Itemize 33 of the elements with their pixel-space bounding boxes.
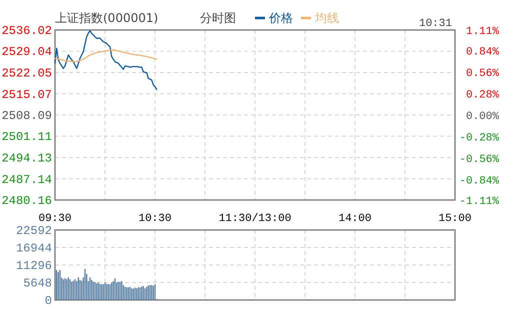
y2-tick-label: -0.84% [459, 175, 500, 188]
x-tick-label: 11:30/13:00 [218, 213, 292, 225]
y-tick-label: 11296 [16, 259, 52, 273]
y-tick-label: 22592 [16, 224, 52, 238]
x-tick-label: 15:00 [438, 213, 472, 225]
y2-tick-label: 0.56% [466, 68, 500, 80]
y-tick-label: 2536.02 [2, 24, 52, 38]
y-tick-label: 2515.07 [2, 88, 52, 102]
y-tick-label: 16944 [16, 242, 52, 256]
chart-title: 上证指数(000001) [55, 11, 158, 25]
x-tick-label: 09:30 [38, 213, 72, 225]
y-tick-label: 2522.05 [2, 66, 52, 81]
chart-subtitle: 分时图 [200, 11, 236, 25]
y2-tick-label: 0.84% [466, 46, 500, 59]
x-tick-label: 10:30 [138, 213, 172, 225]
y2-tick-label: -0.28% [459, 132, 500, 144]
x-tick-label: 14:00 [338, 213, 372, 225]
y-tick-label: 2501.11 [2, 130, 52, 144]
y2-tick-label: -0.56% [459, 154, 500, 166]
legend-label: 价格 [268, 11, 293, 25]
y2-tick-label: 0.28% [466, 90, 500, 102]
legend-label: 均线 [314, 11, 339, 25]
y2-tick-label: 1.11% [466, 26, 500, 38]
annotation: 10:31 [418, 18, 452, 30]
y-tick-label: 2529.04 [2, 45, 52, 60]
y-tick-label: 2494.13 [2, 151, 52, 166]
y-tick-label: 2487.14 [2, 172, 52, 187]
y-tick-label: 2508.09 [2, 109, 52, 123]
y-tick-label: 2480.16 [2, 194, 52, 208]
y-tick-label: 5648 [23, 276, 52, 290]
y-tick-label: 0 [44, 294, 52, 308]
y2-tick-label: -1.11% [459, 196, 500, 208]
y2-tick-label: 0.00% [466, 111, 500, 123]
